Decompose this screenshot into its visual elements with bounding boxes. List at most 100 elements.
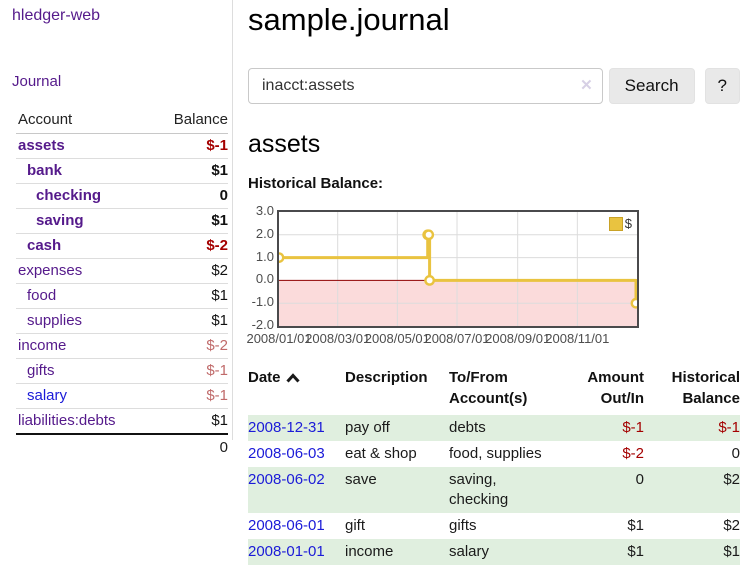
transaction-accounts: saving, checking xyxy=(449,467,576,513)
account-link[interactable]: checking xyxy=(36,187,102,204)
legend-swatch xyxy=(608,216,623,231)
y-axis-label: 1.0 xyxy=(255,248,274,264)
account-name-cell: food xyxy=(16,283,152,309)
search-button[interactable]: Search xyxy=(608,68,695,104)
column-header-date[interactable]: Date xyxy=(248,365,345,415)
transaction-row: 2008-01-01 income salary $1 $1 xyxy=(248,539,740,565)
account-name-cell: bank xyxy=(16,158,152,184)
account-link[interactable]: food xyxy=(27,287,57,304)
y-axis-label: 2.0 xyxy=(255,225,274,241)
transaction-date-cell: 2008-06-03 xyxy=(248,441,345,467)
account-balance: 0 xyxy=(151,183,228,209)
transaction-accounts: debts xyxy=(449,415,576,441)
account-link[interactable]: gifts xyxy=(27,362,55,379)
account-row: supplies $1 xyxy=(16,308,228,334)
chart-title: Historical Balance: xyxy=(248,175,384,192)
y-axis-label: -1.0 xyxy=(251,294,274,310)
account-link[interactable]: assets xyxy=(18,137,65,154)
app-title-link[interactable]: hledger-web xyxy=(12,7,101,24)
transaction-balance: $2 xyxy=(644,467,740,513)
plot-area[interactable]: $ xyxy=(277,210,639,328)
transaction-amount: $-1 xyxy=(576,415,644,441)
account-row: gifts $-1 xyxy=(16,358,228,384)
transaction-description: save xyxy=(345,467,449,513)
clear-search-icon[interactable]: ✕ xyxy=(580,77,593,94)
account-row: saving $1 xyxy=(16,208,228,234)
transaction-balance: $1 xyxy=(644,539,740,565)
account-name-cell: gifts xyxy=(16,358,152,384)
account-link[interactable]: salary xyxy=(27,387,68,404)
account-row: food $1 xyxy=(16,283,228,309)
account-name-cell: saving xyxy=(16,208,152,234)
account-balance: $1 xyxy=(151,208,228,234)
transaction-date-link[interactable]: 2008-06-01 xyxy=(248,517,325,534)
account-row: cash $-2 xyxy=(16,233,228,259)
chart-legend: $ xyxy=(608,216,632,231)
page-title: sample.journal xyxy=(248,2,450,37)
search-form: ✕ Search ? xyxy=(248,68,740,104)
transaction-date-link[interactable]: 2008-06-02 xyxy=(248,471,325,488)
accounts-table: Account Balance assets $-1 bank $1 checking 0… xyxy=(16,109,228,460)
transaction-row: 2008-06-02 save saving, checking 0 $2 xyxy=(248,467,740,513)
account-link[interactable]: cash xyxy=(27,237,62,254)
transaction-date-link[interactable]: 2008-12-31 xyxy=(248,419,325,436)
journal-nav-link[interactable]: Journal xyxy=(12,73,62,90)
account-balance: $1 xyxy=(151,308,228,334)
account-link[interactable]: saving xyxy=(36,212,84,229)
transaction-date-cell: 2008-06-01 xyxy=(248,513,345,539)
legend-label: $ xyxy=(624,216,632,231)
transaction-description: eat & shop xyxy=(345,445,417,462)
transaction-date-link[interactable]: 2008-01-01 xyxy=(248,543,325,560)
transaction-accounts: gifts xyxy=(449,517,477,534)
account-link[interactable]: liabilities:debts xyxy=(18,412,116,429)
accounts-total-row: 0 xyxy=(16,433,228,460)
account-name-cell: liabilities:debts xyxy=(16,408,152,434)
accounts-header-balance: Balance xyxy=(151,109,228,134)
account-balance: $-1 xyxy=(151,358,228,384)
register-table: Date Description To/From Account(s) Amou… xyxy=(248,365,740,565)
transaction-accounts: salary xyxy=(449,539,576,565)
accounts-header-row: Account Balance xyxy=(16,109,228,134)
transaction-description: income xyxy=(345,539,449,565)
x-axis-label: 2008/01/01 xyxy=(246,331,312,346)
transaction-date-cell: 2008-01-01 xyxy=(248,539,345,565)
transaction-amount: 0 xyxy=(576,467,644,513)
balance-chart[interactable]: $ 3.0 2.0 1.0 0.0 -1.0 -2.0 2008/01/01 2008/03/… xyxy=(246,203,740,351)
y-axis-label: -2.0 xyxy=(251,317,274,332)
sort-ascending-icon xyxy=(285,373,300,383)
column-header-balance: Historical Balance xyxy=(671,369,740,407)
spacer-cell xyxy=(16,433,152,460)
sidebar: hledger-web Journal Account Balance asse… xyxy=(0,0,233,460)
account-link[interactable]: income xyxy=(18,337,67,354)
chart-canvas xyxy=(279,212,637,326)
account-row: liabilities:debts $1 xyxy=(16,408,228,434)
help-button[interactable]: ? xyxy=(704,68,740,104)
account-balance: $-2 xyxy=(151,233,228,259)
account-balance: $1 xyxy=(151,158,228,184)
account-name-cell: salary xyxy=(16,383,152,409)
transaction-balance: $2 xyxy=(723,517,740,534)
accounts-total: 0 xyxy=(151,433,228,460)
transaction-date-cell: 2008-06-02 xyxy=(248,467,345,513)
y-axis-label: 3.0 xyxy=(255,203,274,218)
y-axis-label: 0.0 xyxy=(255,271,274,287)
account-link[interactable]: supplies xyxy=(27,312,83,329)
app-layout: hledger-web Journal Account Balance asse… xyxy=(0,0,740,565)
account-balance: $-2 xyxy=(151,333,228,359)
account-link[interactable]: bank xyxy=(27,162,63,179)
account-balance: $1 xyxy=(151,408,228,434)
account-row: income $-2 xyxy=(16,333,228,359)
account-name-cell: checking xyxy=(16,183,152,209)
transaction-balance: 0 xyxy=(731,445,740,462)
account-balance: $-1 xyxy=(206,137,228,154)
account-name-cell: expenses xyxy=(16,258,152,284)
account-name-cell: assets xyxy=(16,134,151,159)
account-link[interactable]: expenses xyxy=(18,262,83,279)
search-input[interactable] xyxy=(248,68,603,104)
x-axis-label: 2008/07/01 xyxy=(424,331,490,346)
transaction-date-link[interactable]: 2008-06-03 xyxy=(248,445,325,462)
account-row: assets $-1 xyxy=(16,134,228,159)
account-row: expenses $2 xyxy=(16,258,228,284)
accounts-header-account: Account xyxy=(16,109,152,134)
account-name-cell: cash xyxy=(16,233,152,259)
